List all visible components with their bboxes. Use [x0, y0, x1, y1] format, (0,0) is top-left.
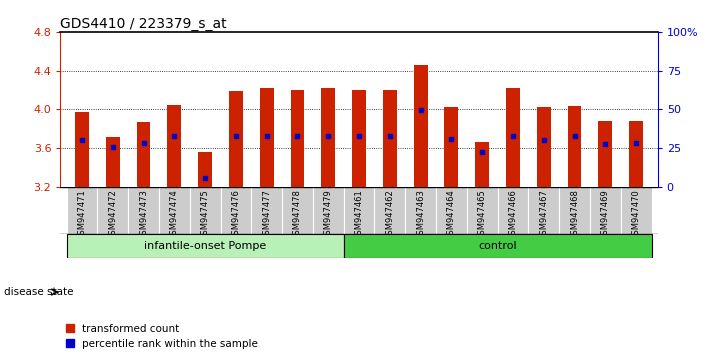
Text: GSM947473: GSM947473 [139, 189, 148, 240]
Text: GDS4410 / 223379_s_at: GDS4410 / 223379_s_at [60, 17, 227, 31]
Text: infantile-onset Pompe: infantile-onset Pompe [144, 241, 266, 251]
Bar [251, 187, 282, 234]
Text: GSM947470: GSM947470 [631, 189, 641, 240]
Text: GSM947472: GSM947472 [108, 189, 117, 240]
Text: GSM947477: GSM947477 [262, 189, 271, 240]
Bar [343, 234, 651, 258]
Bar [537, 107, 551, 187]
Bar [198, 152, 212, 187]
Text: GSM947465: GSM947465 [478, 189, 487, 240]
Bar [167, 104, 181, 187]
Text: GSM947476: GSM947476 [231, 189, 240, 240]
Bar [621, 187, 651, 234]
Bar [97, 187, 128, 234]
Bar [67, 187, 97, 234]
Bar [629, 121, 643, 187]
Text: GSM947469: GSM947469 [601, 189, 610, 240]
Text: GSM947468: GSM947468 [570, 189, 579, 240]
Bar [375, 187, 405, 234]
Bar [506, 88, 520, 187]
Bar [229, 91, 243, 187]
Bar [313, 187, 343, 234]
Bar [567, 105, 582, 187]
Text: GSM947471: GSM947471 [77, 189, 87, 240]
Bar [414, 65, 427, 187]
Bar [559, 187, 590, 234]
Bar [498, 187, 528, 234]
Text: GSM947461: GSM947461 [355, 189, 363, 240]
Bar [291, 90, 304, 187]
Text: GSM947478: GSM947478 [293, 189, 302, 240]
Text: GSM947463: GSM947463 [416, 189, 425, 240]
Bar [190, 187, 220, 234]
Bar [106, 137, 119, 187]
Text: GSM947464: GSM947464 [447, 189, 456, 240]
Bar [475, 142, 489, 187]
Text: GSM947467: GSM947467 [539, 189, 548, 240]
Bar [352, 90, 366, 187]
Text: GSM947475: GSM947475 [201, 189, 210, 240]
Text: control: control [479, 241, 517, 251]
Bar [220, 187, 251, 234]
Bar [75, 112, 89, 187]
Bar [405, 187, 436, 234]
Bar [436, 187, 467, 234]
Bar [282, 187, 313, 234]
Bar [159, 187, 190, 234]
Text: GSM947479: GSM947479 [324, 189, 333, 240]
Bar [67, 234, 343, 258]
Bar [467, 187, 498, 234]
Legend: transformed count, percentile rank within the sample: transformed count, percentile rank withi… [65, 324, 258, 349]
Text: GSM947474: GSM947474 [170, 189, 179, 240]
Bar [528, 187, 559, 234]
Bar [444, 107, 459, 187]
Bar [128, 187, 159, 234]
Bar [599, 121, 612, 187]
Bar [137, 122, 151, 187]
Text: disease state: disease state [4, 287, 73, 297]
Text: GSM947466: GSM947466 [508, 189, 518, 240]
Text: GSM947462: GSM947462 [385, 189, 395, 240]
Bar [590, 187, 621, 234]
Bar [321, 88, 335, 187]
Bar [343, 187, 375, 234]
Bar [260, 88, 274, 187]
Bar [383, 90, 397, 187]
